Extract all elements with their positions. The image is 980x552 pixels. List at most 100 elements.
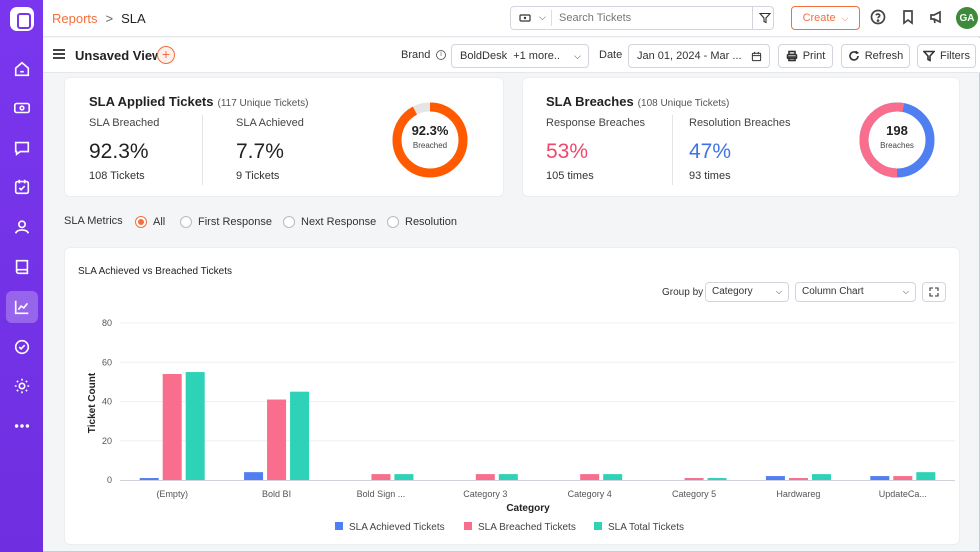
top-header: Reports > SLA ⌵ Create ⌵ GA xyxy=(43,0,980,37)
column-chart: 0 20 40 60 80 (Empty) Bold BI Bold Sign ... Cate… xyxy=(87,318,955,533)
date-label: Date xyxy=(599,49,623,61)
radio-icon xyxy=(283,216,295,228)
chart-title: SLA Achieved vs Breached Tickets xyxy=(78,266,232,277)
print-button[interactable]: Print xyxy=(778,44,833,68)
chat-icon[interactable] xyxy=(6,132,38,164)
bar-sla-breached-tickets xyxy=(162,374,182,480)
search-divider xyxy=(551,10,552,26)
sla-achieved-value: 7.7% xyxy=(236,140,284,163)
breadcrumb-reports-link[interactable]: Reports xyxy=(52,11,98,26)
x-tick-label: Category 5 xyxy=(672,489,716,499)
bar-sla-breached-tickets xyxy=(267,399,287,480)
bar-sla-breached-tickets xyxy=(371,474,391,480)
date-range-picker[interactable]: Jan 01, 2024 - Mar ... xyxy=(628,44,770,68)
metric-divider xyxy=(202,115,203,185)
bar-sla-achieved-tickets xyxy=(244,472,264,480)
tickets-icon[interactable] xyxy=(6,92,38,124)
y-tick-label: 20 xyxy=(102,436,112,446)
expand-icon xyxy=(929,287,939,297)
knowledge-base-icon[interactable] xyxy=(6,251,38,283)
filter-icon xyxy=(758,12,771,24)
search-input[interactable] xyxy=(559,10,739,26)
filters-button[interactable]: Filters xyxy=(917,44,976,68)
chevron-right-icon: > xyxy=(105,11,114,26)
y-tick-label: 80 xyxy=(102,318,112,328)
sla-applied-card: SLA Applied Tickets (117 Unique Tickets) … xyxy=(64,77,504,197)
sla-breaches-title-text: SLA Breaches xyxy=(546,94,634,109)
bar-sla-achieved-tickets xyxy=(765,476,785,480)
menu-icon[interactable] xyxy=(53,49,65,59)
filter-icon xyxy=(923,50,936,62)
breaches-donut-chart xyxy=(859,102,935,178)
sla-applied-title: SLA Applied Tickets (117 Unique Tickets) xyxy=(89,94,308,109)
y-axis-title: Ticket Count xyxy=(87,372,98,433)
refresh-button[interactable]: Refresh xyxy=(841,44,910,68)
bar-sla-total-tickets xyxy=(498,474,518,480)
x-tick-label: Hardwareg xyxy=(776,489,820,499)
expand-button[interactable] xyxy=(922,282,946,302)
brand-select-value: BoldDesk +1 more.. xyxy=(460,50,560,62)
chart-card: SLA Achieved vs Breached Tickets Group b… xyxy=(64,247,960,545)
sla-breached-value: 92.3% xyxy=(89,140,149,163)
info-icon[interactable]: i xyxy=(436,50,446,60)
bar-sla-total-tickets xyxy=(394,474,414,480)
legend-label: SLA Total Tickets xyxy=(608,522,684,533)
view-name[interactable]: Unsaved View xyxy=(75,48,163,63)
donut-value: 198 xyxy=(886,123,908,138)
help-icon[interactable] xyxy=(870,9,888,27)
sla-applied-title-text: SLA Applied Tickets xyxy=(89,94,214,109)
sla-breaches-card: SLA Breaches (108 Unique Tickets) Respons… xyxy=(522,77,960,197)
chevron-down-icon: ⌵ xyxy=(841,12,849,23)
brand-select[interactable]: BoldDesk +1 more.. ⌵ xyxy=(451,44,589,68)
refresh-label: Refresh xyxy=(864,50,904,62)
bar-sla-achieved-tickets xyxy=(139,478,159,480)
add-view-button[interactable]: + xyxy=(157,46,175,64)
metric-option-label: First Response xyxy=(198,216,272,228)
sla-check-icon[interactable] xyxy=(6,331,38,363)
metric-divider xyxy=(672,115,673,185)
bookmark-icon[interactable] xyxy=(900,9,918,27)
sla-breached-count: 108 Tickets xyxy=(89,170,145,182)
chevron-down-icon[interactable]: ⌵ xyxy=(539,12,546,22)
bar-sla-breached-tickets xyxy=(475,474,495,480)
metric-option-label: All xyxy=(153,216,166,228)
resolution-breaches-label: Resolution Breaches xyxy=(689,117,791,129)
search-box: ⌵ xyxy=(510,6,774,30)
app-logo-icon[interactable] xyxy=(10,7,34,31)
donut-label: Breaches xyxy=(880,141,914,150)
donut-label: Breached xyxy=(412,141,448,150)
tasks-icon[interactable] xyxy=(6,171,38,203)
home-icon[interactable] xyxy=(6,53,38,85)
chart-type-select[interactable]: Column Chart ⌵ xyxy=(795,282,916,302)
legend-swatch xyxy=(464,522,472,530)
sla-breaches-subtitle: (108 Unique Tickets) xyxy=(637,98,730,109)
sla-achieved-label: SLA Achieved xyxy=(236,117,304,129)
chevron-down-icon: ⌵ xyxy=(574,51,581,61)
metric-radio-all[interactable]: All xyxy=(135,216,165,228)
bar-sla-total-tickets xyxy=(916,472,936,480)
announcement-icon[interactable] xyxy=(929,9,947,27)
create-button[interactable]: Create ⌵ xyxy=(791,6,860,30)
print-icon xyxy=(786,50,797,62)
sla-achieved-count: 9 Tickets xyxy=(236,170,280,182)
metric-radio-next-response[interactable]: Next Response xyxy=(283,216,376,228)
legend-swatch xyxy=(335,522,343,530)
settings-icon[interactable] xyxy=(6,370,38,402)
bar-sla-breached-tickets xyxy=(580,474,600,480)
avatar[interactable]: GA xyxy=(956,7,978,29)
create-label: Create xyxy=(802,12,836,24)
bar-sla-total-tickets xyxy=(290,391,310,480)
groupby-select[interactable]: Category ⌵ xyxy=(705,282,789,302)
more-icon[interactable] xyxy=(6,410,38,442)
contacts-icon[interactable] xyxy=(6,211,38,243)
donut-value: 92.3% xyxy=(411,123,449,138)
donut-breached-arc xyxy=(392,102,468,178)
resolution-breaches-value: 47% xyxy=(689,140,732,163)
search-filter-button[interactable] xyxy=(752,6,776,30)
view-toolbar: Unsaved View + Brand i BoldDesk +1 more.… xyxy=(43,38,980,73)
donut-center: 198 Breaches xyxy=(857,123,937,150)
metric-radio-first-response[interactable]: First Response xyxy=(180,216,272,228)
ticket-type-icon[interactable] xyxy=(519,12,531,24)
metric-radio-resolution[interactable]: Resolution xyxy=(387,216,457,228)
reports-icon[interactable] xyxy=(6,291,38,323)
